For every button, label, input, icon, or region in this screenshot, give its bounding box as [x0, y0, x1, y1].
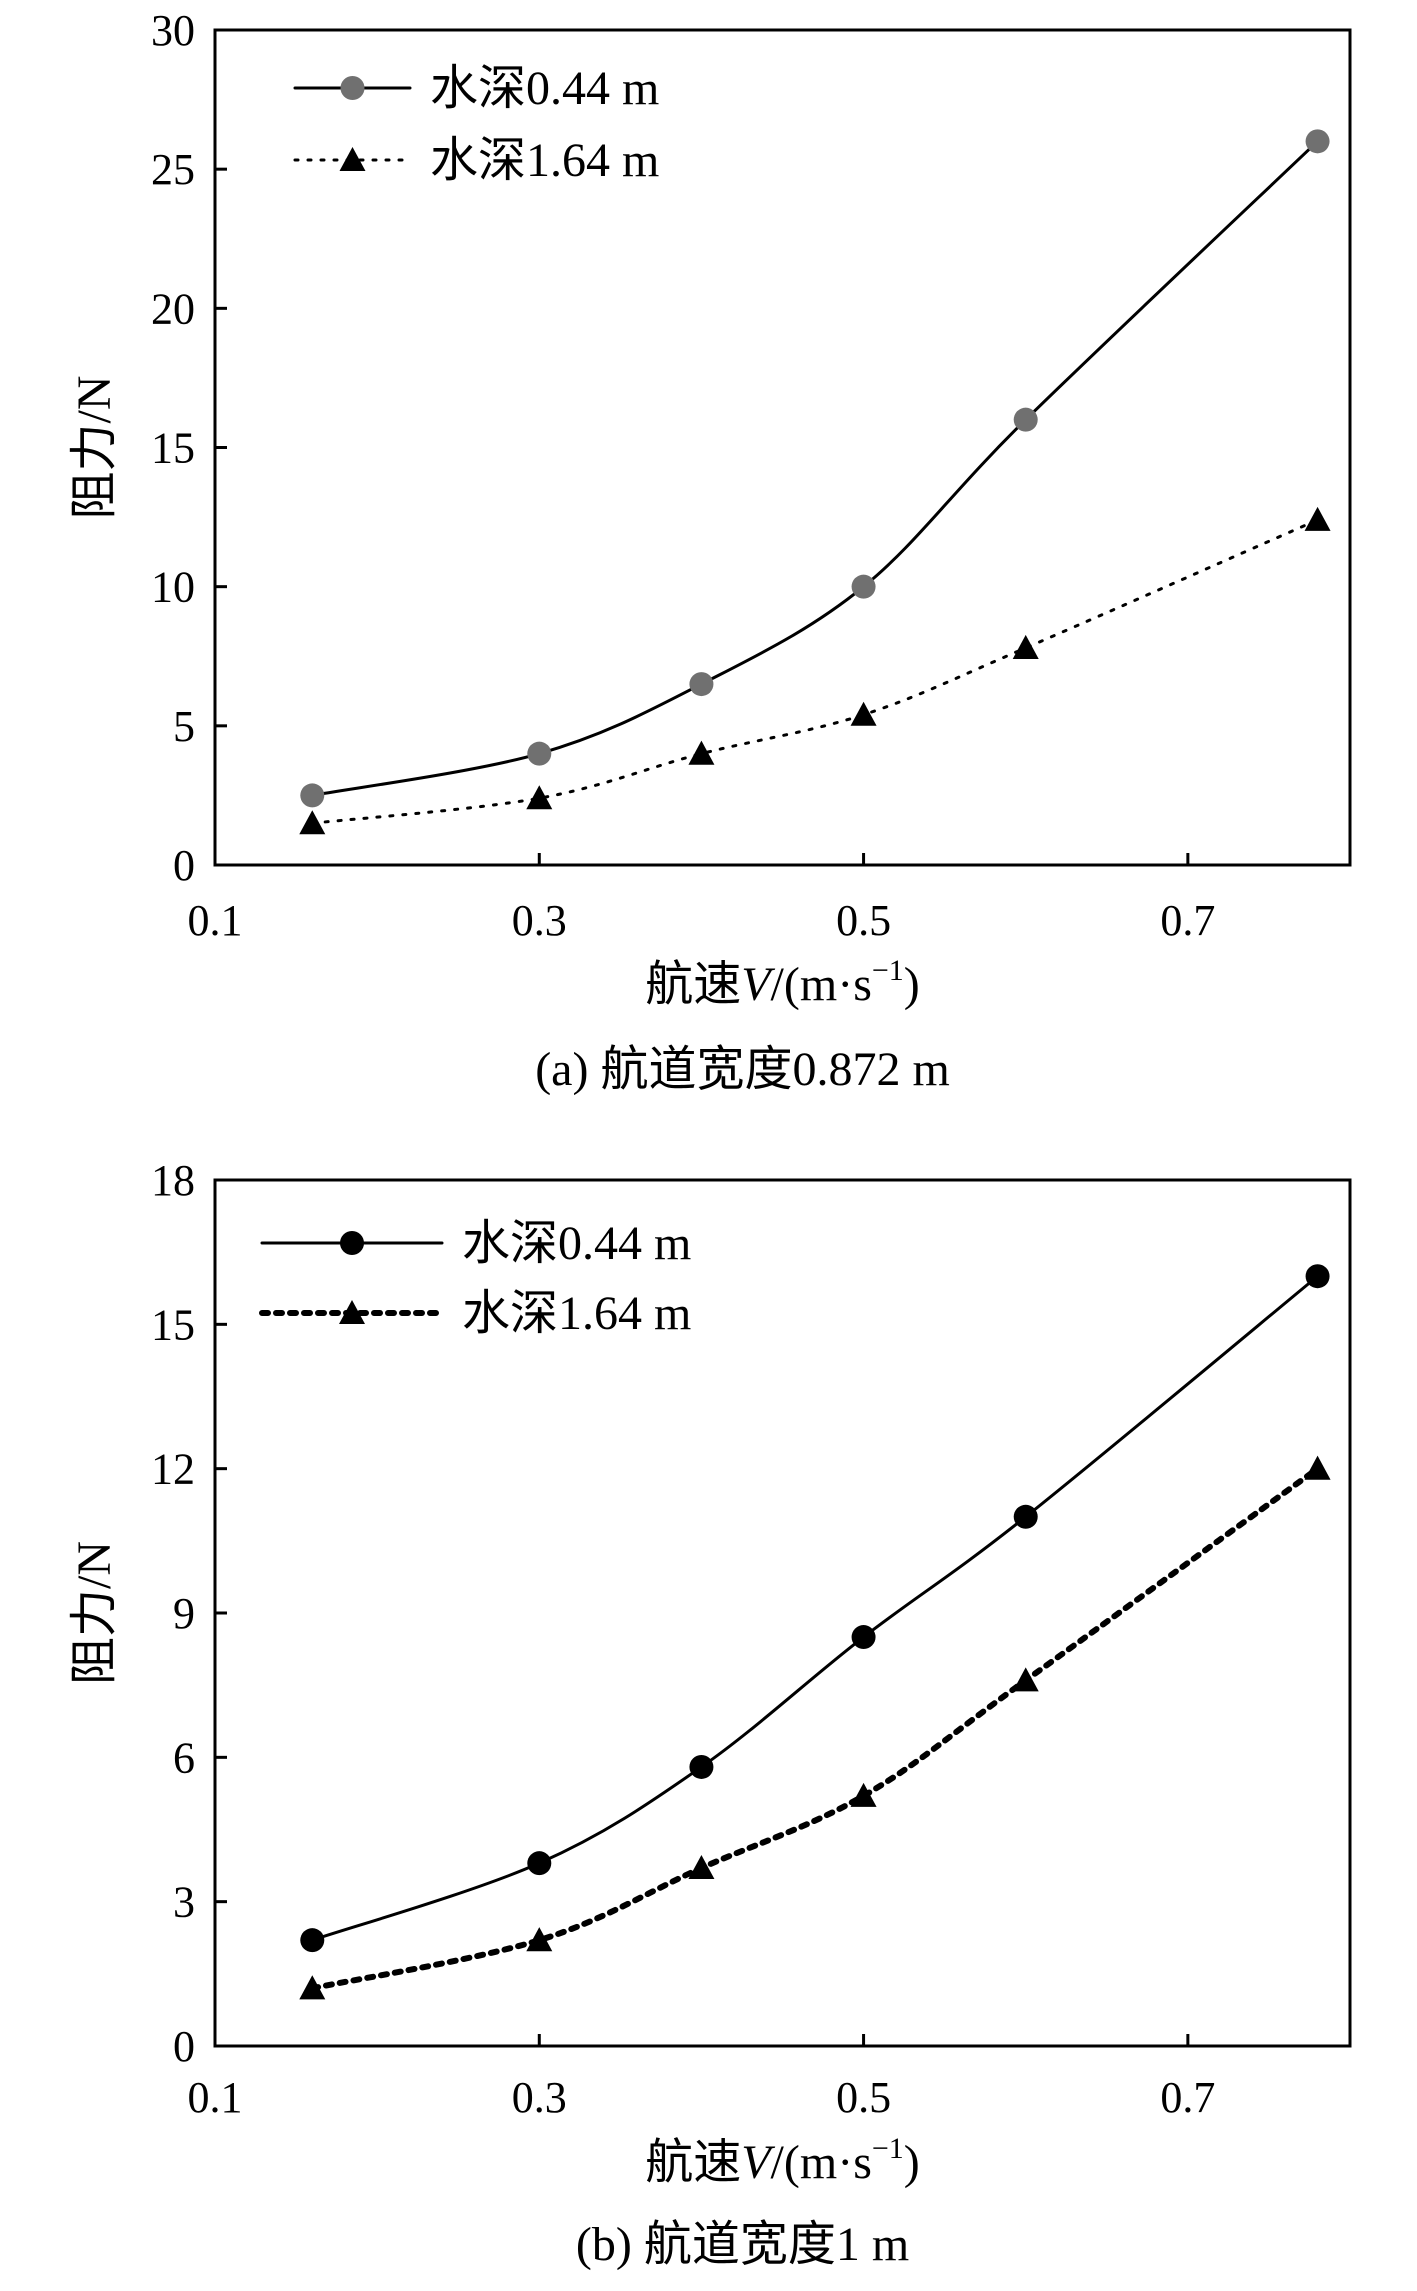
data-point: [688, 740, 715, 765]
data-point: [851, 574, 876, 599]
chart-b: 0 3 6 9 12 15 18 0.1 0.3 0.5 0.7 阻力/N 航速V/(m·s−1) (b)…: [68, 1156, 1352, 2271]
legend-marker: [339, 147, 366, 172]
data-point: [850, 1782, 877, 1807]
y-tick-label: 15: [151, 424, 195, 473]
data-point: [688, 1854, 715, 1880]
legend-entry: 水深1.64 m: [259, 1287, 691, 1340]
y-tick-label: 25: [151, 145, 195, 194]
x-tick-label: 0.5: [836, 896, 891, 945]
data-point: [1013, 1504, 1038, 1529]
data-point: [300, 783, 325, 808]
chart-a: 0 5 10 15 20 25 30 0.1 0.3 0.5 0.7 阻力/N 航速V/(m·s−1) (…: [68, 6, 1352, 1096]
data-point: [526, 1927, 553, 1952]
legend-marker: [340, 76, 365, 100]
data-point: [527, 741, 552, 766]
data-point: [299, 1975, 326, 2000]
x-axis-label: 航速V/(m·s−1): [645, 954, 920, 1011]
x-tick-label: 0.7: [1160, 896, 1215, 945]
series-depth-164: [299, 1455, 1331, 2000]
data-point: [689, 672, 714, 697]
y-axis-label: 阻力/N: [68, 375, 121, 519]
series-depth-044: [300, 1264, 1330, 1953]
y-tick-label: 6: [173, 1733, 195, 1782]
data-point: [1013, 407, 1038, 432]
data-point: [1012, 1667, 1039, 1692]
chart-caption: (a) 航道宽度0.872 m: [535, 1043, 950, 1096]
series-depth-044: [300, 129, 1330, 808]
legend-entry: 水深0.44 m: [293, 62, 659, 115]
series-line: [309, 1465, 1321, 1992]
data-point: [689, 1754, 714, 1779]
y-tick-label: 0: [173, 841, 195, 890]
legend-label: 水深0.44 m: [430, 62, 659, 115]
data-point: [851, 1625, 876, 1650]
data-point: [1304, 1455, 1331, 1480]
plot-frame: [213, 28, 1352, 867]
data-point: [1305, 1264, 1330, 1289]
y-tick-label: 0: [173, 2022, 195, 2071]
y-tick-label: 18: [151, 1156, 195, 1205]
x-tick-label: 0.3: [512, 2073, 567, 2122]
x-tick-label: 0.1: [188, 896, 243, 945]
legend-entry: 水深0.44 m: [260, 1217, 691, 1270]
y-tick-label: 12: [151, 1445, 195, 1494]
data-point: [526, 785, 553, 810]
data-point: [1304, 506, 1331, 531]
y-tick-label: 15: [151, 1300, 195, 1349]
x-axis-label: 航速V/(m·s−1): [645, 2132, 920, 2189]
data-point: [1305, 129, 1330, 154]
y-tick-label: 20: [151, 284, 195, 333]
y-tick-label: 10: [151, 563, 195, 612]
legend-marker: [339, 1300, 365, 1325]
x-tick-label: 0.1: [188, 2073, 243, 2122]
x-tick-label: 0.7: [1160, 2073, 1215, 2122]
data-point: [1012, 634, 1039, 659]
legend-marker: [340, 1231, 364, 1255]
y-tick-label: 3: [173, 1878, 195, 1927]
chart-caption: (b) 航道宽度1 m: [576, 2218, 909, 2271]
legend-label: 水深1.64 m: [462, 1287, 691, 1340]
y-tick-label: 5: [173, 702, 195, 751]
x-tick-label: 0.5: [836, 2073, 891, 2122]
data-point: [527, 1851, 552, 1876]
data-point: [300, 1928, 325, 1953]
legend-label: 水深0.44 m: [462, 1217, 691, 1270]
y-tick-label: 9: [173, 1589, 195, 1638]
y-axis-label: 阻力/N: [68, 1541, 121, 1685]
x-tick-label: 0.3: [512, 896, 567, 945]
series-line: [310, 518, 1320, 825]
series-line: [310, 1274, 1320, 1942]
series-depth-164: [299, 506, 1331, 835]
data-point: [299, 810, 326, 835]
legend-entry: 水深1.64 m: [293, 134, 659, 187]
data-point: [850, 701, 877, 726]
legend-label: 水深1.64 m: [430, 134, 659, 187]
series-line: [310, 139, 1320, 797]
y-tick-label: 30: [151, 6, 195, 55]
